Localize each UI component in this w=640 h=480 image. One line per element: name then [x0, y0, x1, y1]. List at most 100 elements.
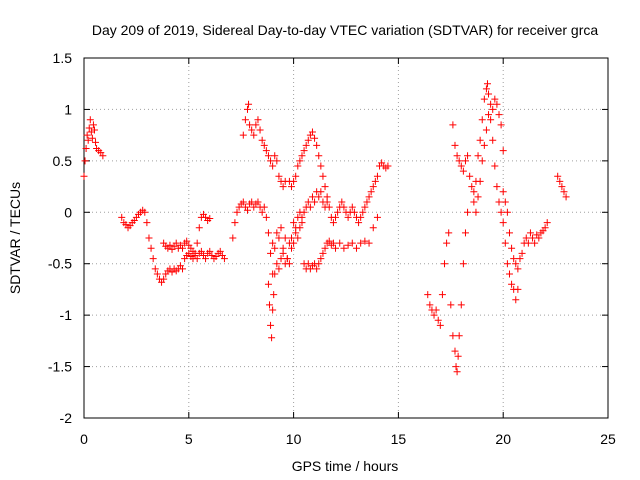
- data-point: [88, 134, 96, 142]
- data-point: [338, 198, 346, 206]
- data-point: [508, 244, 516, 252]
- data-point: [321, 244, 329, 252]
- data-point: [493, 183, 501, 191]
- data-point: [514, 285, 522, 293]
- y-tick-label: 1.5: [53, 50, 73, 66]
- data-point: [269, 162, 277, 170]
- data-point: [267, 321, 275, 329]
- data-point: [505, 229, 513, 237]
- data-point: [271, 152, 279, 160]
- data-point: [482, 85, 490, 93]
- data-point: [493, 100, 501, 108]
- data-point: [118, 213, 126, 221]
- data-point: [179, 265, 187, 273]
- data-point: [365, 239, 373, 247]
- data-point: [499, 147, 507, 155]
- data-point: [271, 244, 279, 252]
- data-point: [505, 270, 513, 278]
- data-point: [264, 152, 272, 160]
- data-point: [510, 255, 518, 263]
- data-point: [292, 229, 300, 237]
- data-point: [92, 138, 100, 146]
- data-point: [321, 183, 329, 191]
- data-point: [248, 198, 256, 206]
- data-point: [267, 249, 275, 257]
- data-point: [478, 157, 486, 165]
- data-point: [369, 224, 377, 232]
- data-point: [325, 237, 333, 245]
- data-point: [193, 239, 201, 247]
- data-point: [304, 136, 312, 144]
- data-point: [332, 244, 340, 252]
- data-point: [441, 260, 449, 268]
- data-point: [367, 188, 375, 196]
- data-point: [336, 239, 344, 247]
- data-point: [373, 172, 381, 180]
- data-point: [535, 234, 543, 242]
- data-point: [81, 157, 89, 165]
- data-point: [340, 203, 348, 211]
- data-point: [516, 255, 524, 263]
- data-point: [317, 255, 325, 263]
- data-point: [344, 213, 352, 221]
- x-tick-label: 5: [185, 431, 193, 447]
- data-point: [80, 172, 88, 180]
- x-tick-label: 20: [495, 431, 511, 447]
- data-point: [283, 255, 291, 263]
- x-axis-label: GPS time / hours: [292, 458, 399, 474]
- data-point: [480, 141, 488, 149]
- data-point: [268, 334, 276, 342]
- data-point: [288, 234, 296, 242]
- data-point: [315, 152, 323, 160]
- data-point: [292, 172, 300, 180]
- data-point: [424, 291, 432, 299]
- data-point: [279, 244, 287, 252]
- data-point: [90, 126, 98, 134]
- data-point: [243, 105, 251, 113]
- data-point: [430, 311, 438, 319]
- data-point: [464, 152, 472, 160]
- data-point: [308, 128, 316, 136]
- data-point: [348, 203, 356, 211]
- data-point: [361, 237, 369, 245]
- data-point: [483, 80, 491, 88]
- data-point: [529, 234, 537, 242]
- data-point: [340, 244, 348, 252]
- data-point: [197, 247, 205, 255]
- data-point: [311, 198, 319, 206]
- data-point: [172, 239, 180, 247]
- data-point: [344, 241, 352, 249]
- data-point: [271, 270, 279, 278]
- data-point: [491, 95, 499, 103]
- data-point: [275, 234, 283, 242]
- data-point: [273, 157, 281, 165]
- data-point: [522, 234, 530, 242]
- data-point: [86, 116, 94, 124]
- data-point: [443, 239, 451, 247]
- data-point: [357, 213, 365, 221]
- data-point: [313, 265, 321, 273]
- data-point: [487, 116, 495, 124]
- data-point: [476, 177, 484, 185]
- data-point: [359, 208, 367, 216]
- data-point: [183, 237, 191, 245]
- data-point: [384, 162, 392, 170]
- x-tick-label: 0: [80, 431, 88, 447]
- data-point: [455, 157, 463, 165]
- data-point: [541, 224, 549, 232]
- data-point: [231, 219, 239, 227]
- data-point: [363, 198, 371, 206]
- data-point: [239, 131, 247, 139]
- data-point: [220, 255, 228, 263]
- data-point: [317, 162, 325, 170]
- data-point: [348, 239, 356, 247]
- data-point: [453, 152, 461, 160]
- data-point: [497, 208, 505, 216]
- data-point: [202, 255, 210, 263]
- data-point: [323, 193, 331, 201]
- data-point: [436, 321, 444, 329]
- data-point: [260, 203, 268, 211]
- data-point: [457, 162, 465, 170]
- data-point: [508, 280, 516, 288]
